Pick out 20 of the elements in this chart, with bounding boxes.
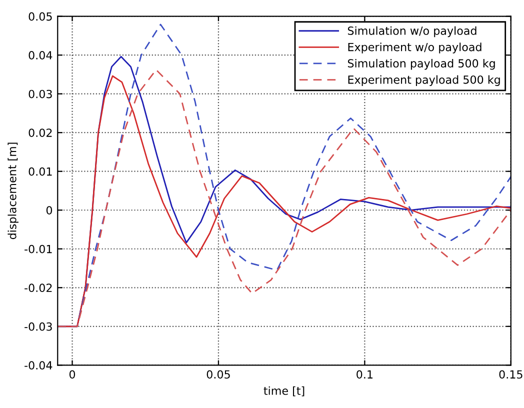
legend-label: Experiment payload 500 kg	[348, 75, 500, 86]
y-tick-label: 0.01	[28, 167, 52, 176]
legend-label: Simulation w/o payload	[348, 26, 476, 38]
x-axis-title: time [t]	[264, 386, 304, 396]
x-tick-label: 0	[69, 370, 76, 379]
legend-label: Experiment w/o payload	[348, 42, 482, 54]
y-tick-label: 0.03	[28, 90, 52, 98]
y-tick-label: 0.04	[28, 51, 52, 60]
y-tick-label: 0	[46, 206, 52, 214]
x-tick-label: 0.05	[206, 370, 230, 379]
x-tick-label: 0.1	[356, 370, 372, 379]
y-tick-label: 0.02	[28, 128, 52, 137]
y-tick-label: -0.03	[24, 322, 52, 331]
y-tick-label: -0.01	[24, 244, 52, 254]
legend-label: Simulation payload 500 kg	[348, 58, 495, 70]
y-tick-label: -0.02	[24, 284, 52, 292]
y-tick-label: -0.04	[24, 361, 52, 370]
y-axis-title: displacement [m]	[8, 142, 18, 240]
y-tick-label: 0.05	[28, 12, 52, 21]
x-tick-label: 0.15	[499, 370, 522, 379]
